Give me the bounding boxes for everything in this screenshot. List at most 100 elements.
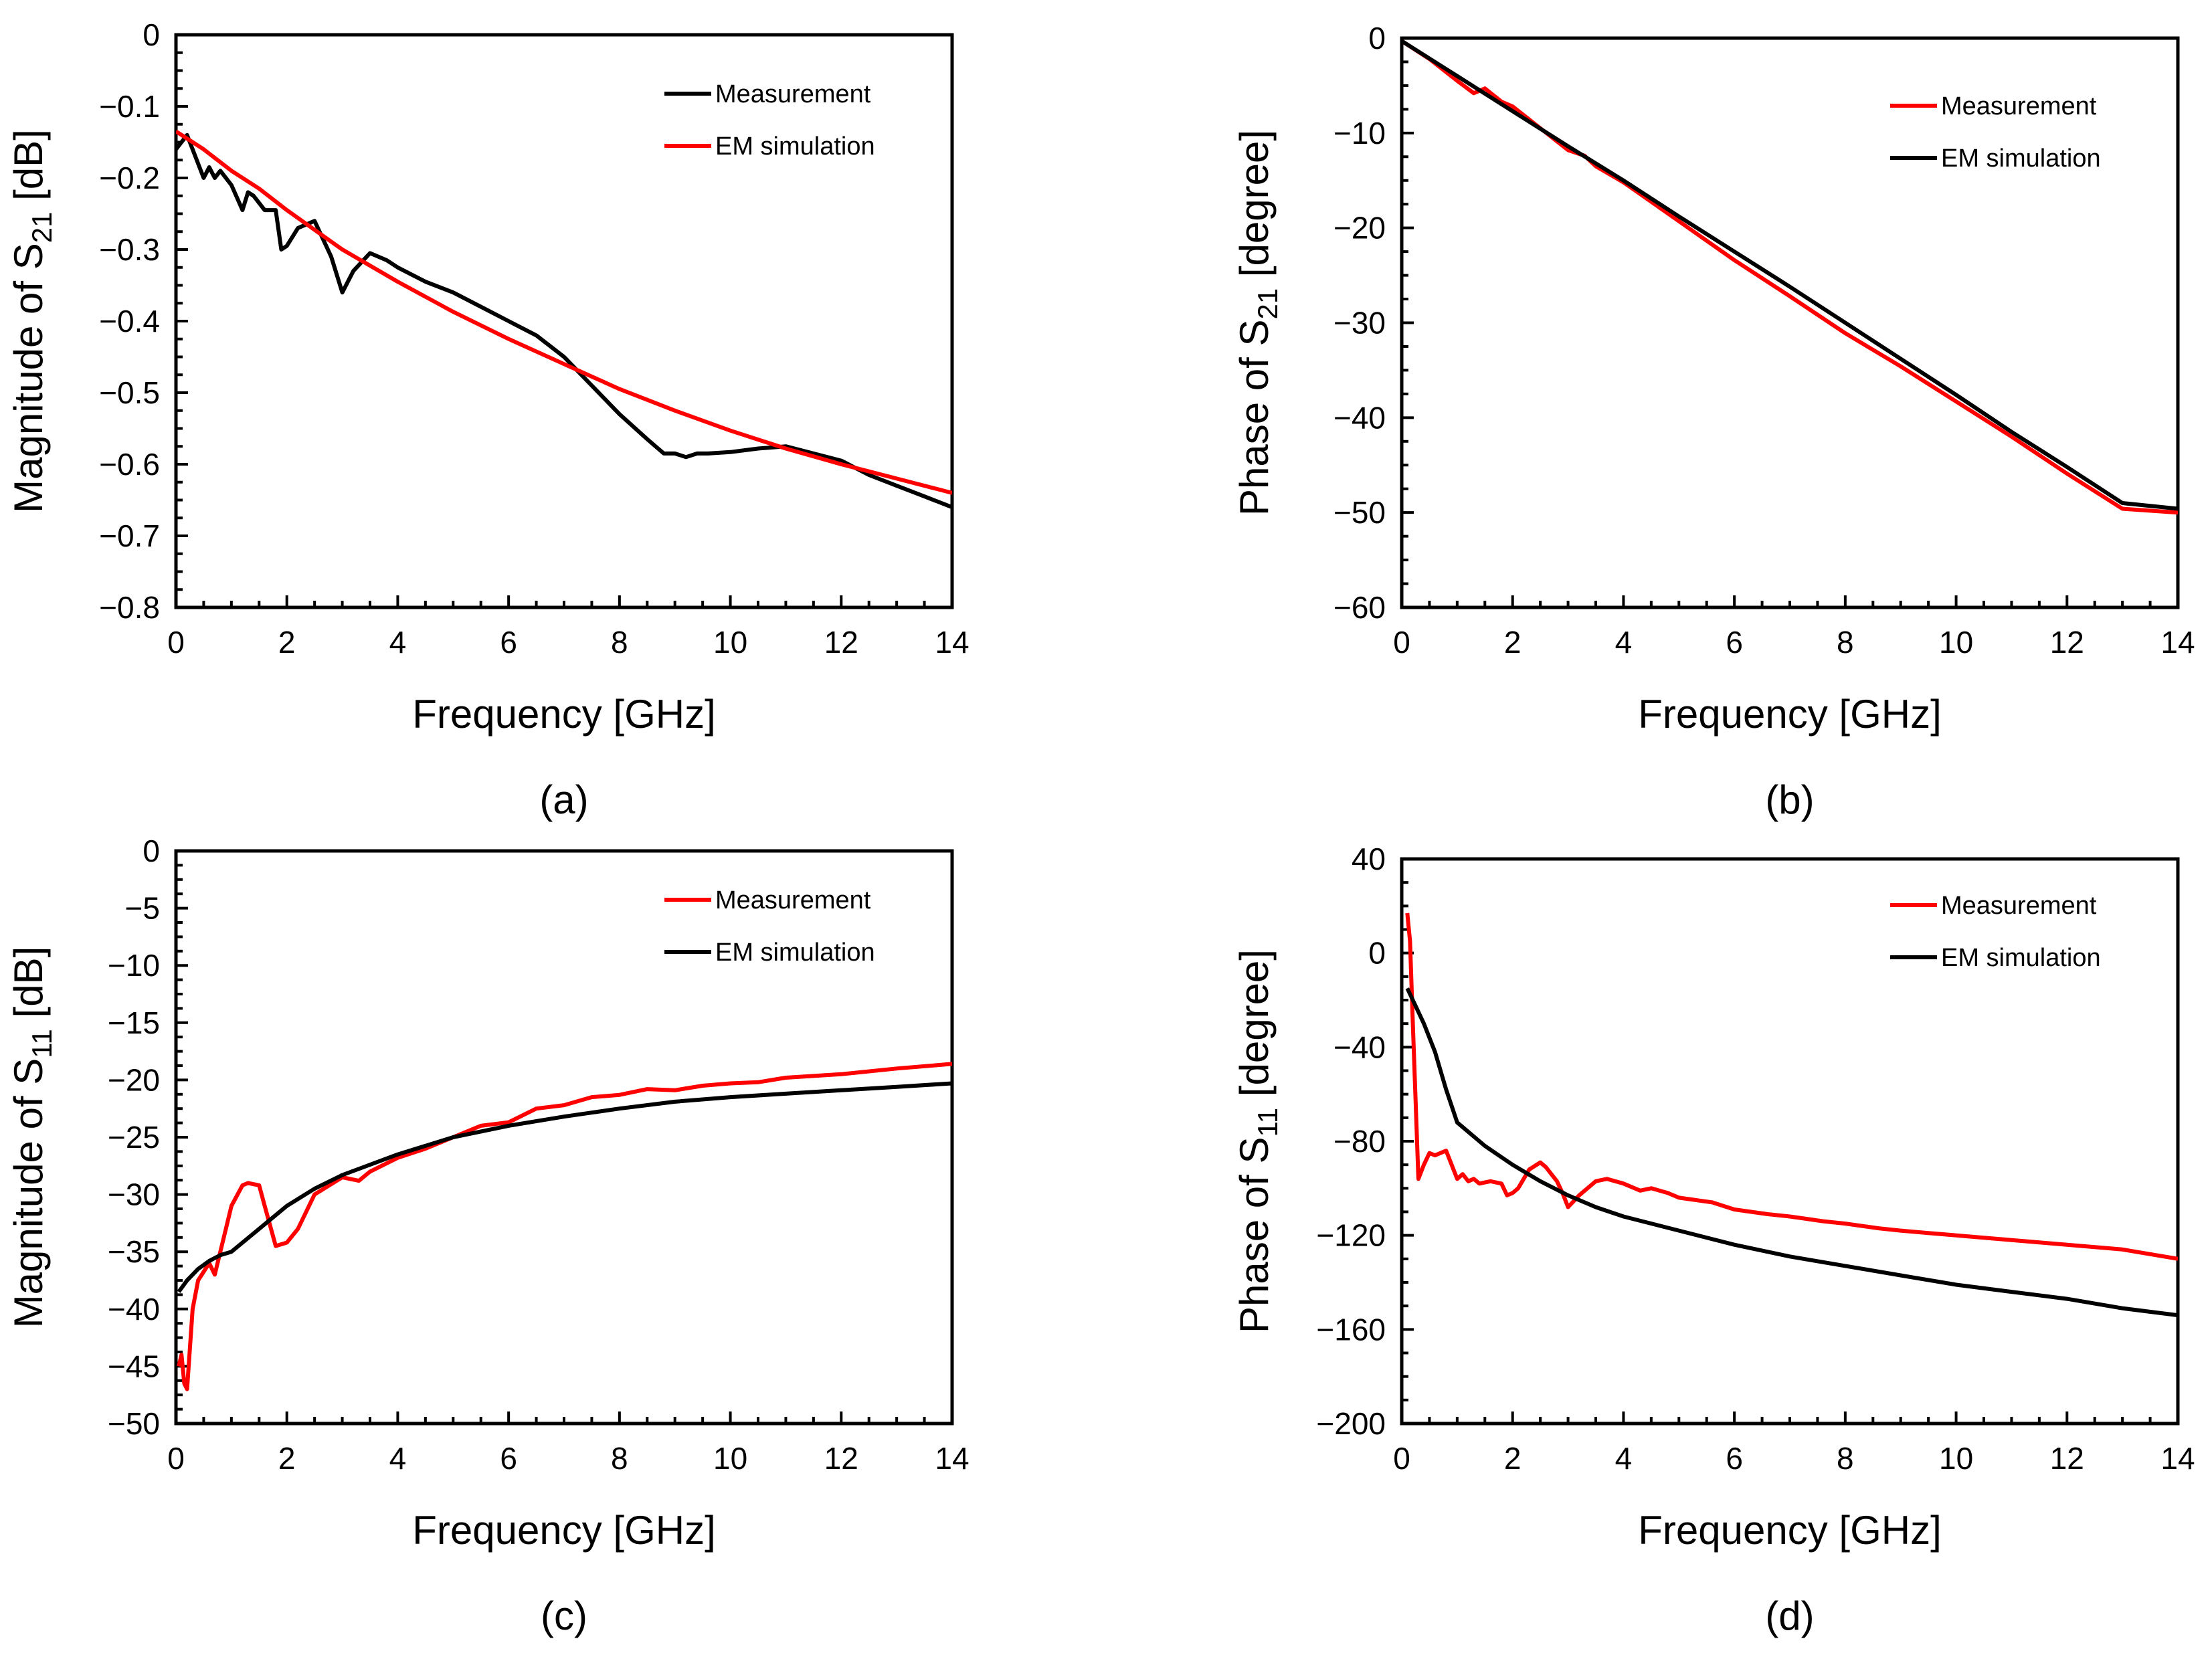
series-line-measurement [176, 132, 952, 509]
y-tick-label: −50 [108, 1406, 160, 1441]
y-tick-label: −30 [108, 1177, 160, 1212]
x-tick-label: 4 [1615, 1441, 1633, 1476]
y-tick-label: −0.4 [99, 304, 160, 338]
y-tick-label: −200 [1316, 1406, 1386, 1441]
y-tick-label: −25 [108, 1120, 160, 1155]
legend-label: EM simulation [1941, 144, 2101, 173]
x-axis-label: Frequency [GHz] [1638, 692, 1942, 737]
chart-panel-0: 0 2 4 6 8 10 12 14 0 −0.1 −0.2 −0.3 −0.4 −0.5 −0.6 −0.7… [6, 17, 970, 822]
series-line-measurement [177, 1062, 952, 1391]
legend-label: Measurement [715, 80, 871, 108]
x-tick-label: 14 [935, 1441, 969, 1476]
y-axis-label: Phase of S11 [degree] [1232, 949, 1283, 1333]
x-tick-label: 6 [500, 625, 517, 660]
y-tick-label: 40 [1352, 842, 1386, 876]
y-tick-label: −5 [125, 891, 160, 926]
x-tick-label: 2 [278, 625, 296, 660]
legend-label: Measurement [1941, 92, 2097, 120]
x-tick-label: 14 [2160, 1441, 2195, 1476]
legend-label: EM simulation [715, 939, 875, 967]
plot-frame [1400, 36, 2180, 609]
y-tick-label: −0.1 [99, 89, 160, 124]
x-tick-label: 2 [1504, 625, 1522, 660]
y-tick-label: −0.7 [99, 518, 160, 553]
x-tick-label: 4 [1615, 625, 1633, 660]
series-line-em-simulation [176, 129, 952, 495]
panel-label: (b) [1765, 777, 1814, 822]
x-tick-label: 8 [1837, 1441, 1854, 1476]
x-tick-label: 10 [1939, 1441, 1973, 1476]
x-tick-label: 12 [824, 625, 858, 660]
x-tick-label: 4 [389, 1441, 407, 1476]
y-tick-label: −60 [1333, 590, 1386, 625]
y-tick-label: −0.5 [99, 375, 160, 410]
legend-label: Measurement [1941, 892, 2097, 920]
x-tick-label: 6 [1726, 1441, 1743, 1476]
y-tick-label: −10 [108, 948, 160, 983]
chart-panel-2: 0 2 4 6 8 10 12 14 0 −5 −10 −15 −20 −25 −30 −35 −40 −45 −5… [6, 834, 970, 1638]
y-tick-label: −40 [1333, 1030, 1386, 1064]
y-tick-label: −20 [108, 1062, 160, 1097]
y-tick-label: −50 [1333, 495, 1386, 530]
series-line-em-simulation [177, 1081, 952, 1293]
y-tick-label: 0 [1368, 936, 1386, 971]
x-tick-label: 0 [167, 625, 185, 660]
y-tick-label: −120 [1316, 1218, 1386, 1253]
x-tick-label: 2 [1504, 1441, 1522, 1476]
y-tick-label: −80 [1333, 1124, 1386, 1159]
y-tick-label: −0.8 [99, 590, 160, 625]
x-tick-label: 14 [2160, 625, 2195, 660]
y-tick-label: 0 [143, 17, 160, 52]
legend-label: Measurement [715, 886, 871, 914]
plot-frame [174, 33, 954, 609]
y-axis-label: Magnitude of S21 [dB] [6, 129, 58, 513]
y-tick-label: 0 [143, 834, 160, 868]
x-tick-label: 8 [611, 625, 628, 660]
x-tick-label: 12 [2050, 625, 2084, 660]
y-tick-label: −35 [108, 1234, 160, 1269]
y-tick-label: −15 [108, 1005, 160, 1040]
series-line-em-simulation [1405, 987, 2178, 1318]
x-tick-label: 6 [1726, 625, 1743, 660]
y-tick-label: −0.3 [99, 232, 160, 267]
x-tick-label: 8 [611, 1441, 628, 1476]
chart-panel-1: 0 2 4 6 8 10 12 14 0 −10 −20 −30 −40 −50 −60 Frequency … [1232, 21, 2195, 822]
panel-label: (a) [539, 777, 588, 822]
y-tick-label: −40 [108, 1292, 160, 1327]
x-tick-label: 10 [713, 1441, 747, 1476]
x-axis-label: Frequency [GHz] [412, 1508, 716, 1553]
x-axis-label: Frequency [GHz] [1638, 1508, 1942, 1553]
x-tick-label: 10 [713, 625, 747, 660]
x-tick-label: 12 [824, 1441, 858, 1476]
y-tick-label: −40 [1333, 400, 1386, 435]
x-tick-label: 6 [500, 1441, 517, 1476]
x-tick-label: 14 [935, 625, 969, 660]
y-tick-label: −10 [1333, 116, 1386, 151]
x-tick-label: 12 [2050, 1441, 2084, 1476]
y-axis-label: Magnitude of S11 [dB] [6, 947, 58, 1329]
x-tick-label: 10 [1939, 625, 1973, 660]
x-tick-label: 0 [167, 1441, 185, 1476]
y-tick-label: −160 [1316, 1312, 1386, 1347]
x-tick-label: 0 [1393, 1441, 1410, 1476]
x-tick-label: 4 [389, 625, 407, 660]
x-tick-label: 0 [1393, 625, 1410, 660]
y-tick-label: −20 [1333, 211, 1386, 246]
y-axis-label: Phase of S21 [degree] [1232, 130, 1283, 516]
panel-label: (d) [1765, 1593, 1814, 1638]
legend-label: EM simulation [715, 132, 875, 161]
x-tick-label: 2 [278, 1441, 296, 1476]
series-line-measurement [1405, 912, 2178, 1261]
legend-label: EM simulation [1941, 944, 2101, 972]
y-tick-label: −45 [108, 1349, 160, 1383]
y-tick-label: −0.6 [99, 447, 160, 482]
chart-panel-3: 0 2 4 6 8 10 12 14 40 0 −40 −80 −120 −160 −200 Frequenc… [1232, 842, 2195, 1638]
y-tick-label: 0 [1368, 21, 1386, 56]
panel-label: (c) [541, 1593, 587, 1638]
y-tick-label: −30 [1333, 306, 1386, 340]
plot-frame [174, 849, 954, 1426]
series-line-em-simulation [1402, 39, 2178, 511]
x-tick-label: 8 [1837, 625, 1854, 660]
y-tick-label: −0.2 [99, 161, 160, 195]
